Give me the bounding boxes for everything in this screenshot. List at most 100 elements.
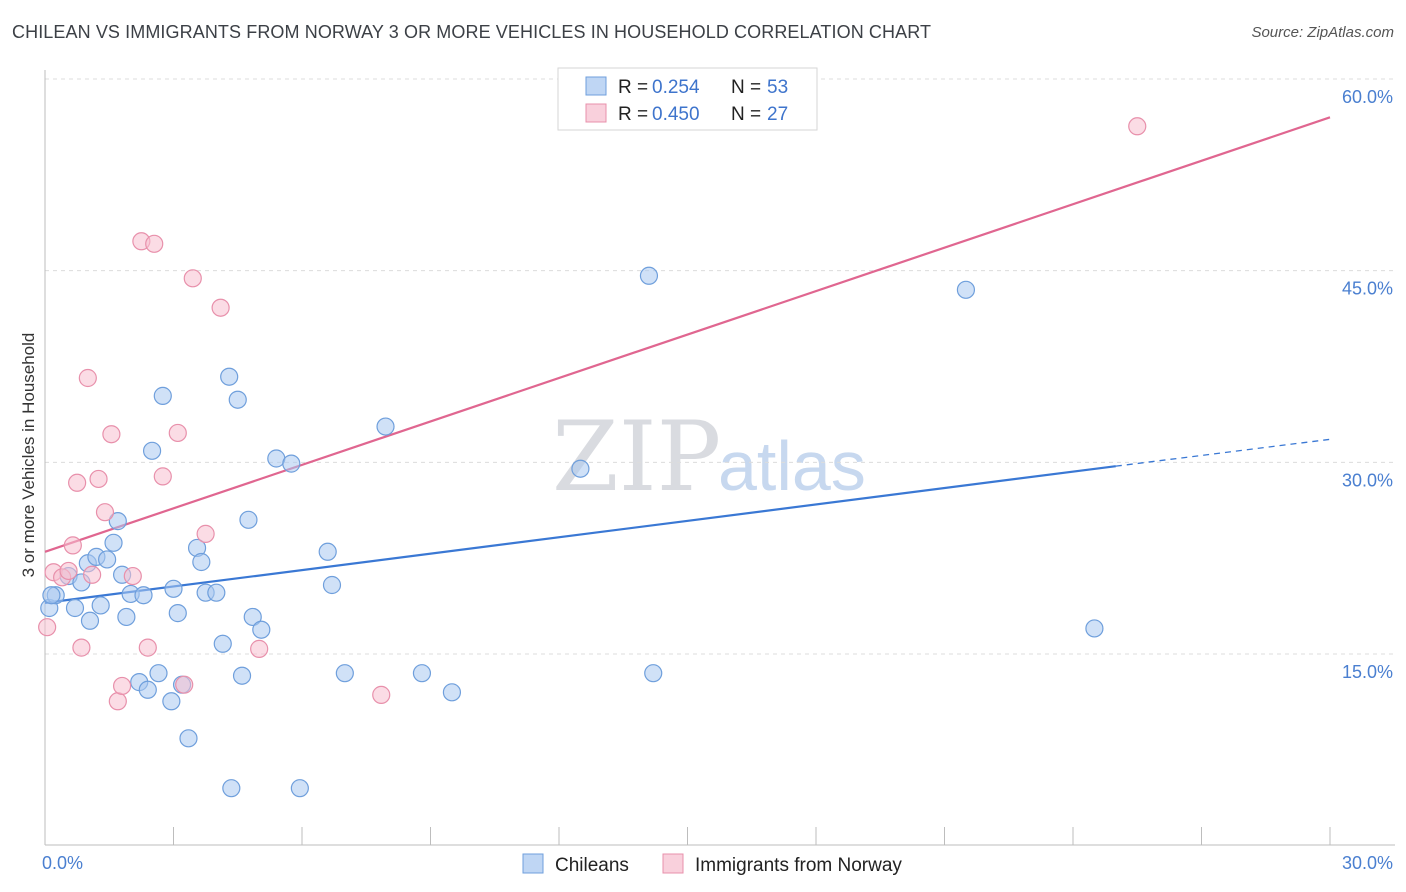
- norway-point: [372, 685, 391, 704]
- chileans-point: [222, 779, 241, 798]
- norway-point: [168, 423, 187, 443]
- legend-r-label-chileans: R =: [618, 77, 648, 98]
- chileans-point: [179, 729, 198, 748]
- norway-point: [196, 524, 215, 543]
- y-tick-labels: 15.0% 30.0% 45.0% 60.0%: [1342, 87, 1393, 682]
- chileans-point: [91, 596, 110, 615]
- norway-point: [175, 675, 194, 694]
- legend-top: R = 0.254 N = 53 R = 0.450 N = 27: [557, 67, 818, 131]
- x-tick-labels: 0.0% 30.0%: [42, 853, 1393, 873]
- x-tick-label: 30.0%: [1342, 853, 1393, 873]
- axes: [44, 70, 1395, 846]
- watermark-zip: ZIP: [552, 401, 721, 513]
- legend-swatch-norway: [585, 103, 607, 123]
- norway-point: [108, 692, 127, 711]
- norway-point: [89, 469, 108, 489]
- norway-point: [1128, 117, 1147, 136]
- chileans-point: [149, 664, 168, 683]
- y-axis-label: 3 or more Vehicles in Household: [19, 333, 38, 578]
- chileans-point: [153, 386, 172, 405]
- chileans-point: [318, 542, 337, 561]
- chileans-point: [220, 367, 239, 386]
- chileans-point: [142, 441, 162, 460]
- chileans-point: [252, 620, 271, 639]
- chileans-point: [232, 666, 252, 685]
- legend-bottom-label-chileans: Chileans: [555, 855, 629, 876]
- chileans-point: [956, 280, 976, 299]
- chileans-point: [134, 586, 153, 605]
- y-tick-label: 30.0%: [1342, 470, 1393, 490]
- norway-point: [59, 561, 78, 581]
- chileans-point: [65, 598, 85, 618]
- chileans-trendline-extension: [1115, 438, 1331, 467]
- norway-point: [102, 425, 121, 444]
- chileans-point: [282, 454, 301, 473]
- legend-r-label-norway: R =: [618, 104, 648, 125]
- norway-point: [83, 565, 102, 584]
- source-note: Source: ZipAtlas.com: [1251, 24, 1394, 41]
- chileans-point: [207, 583, 226, 602]
- legend-n-value-norway: 27: [767, 104, 788, 125]
- norway-point: [112, 676, 132, 696]
- y-tick-label: 45.0%: [1342, 279, 1393, 299]
- norway-point: [183, 269, 202, 288]
- chileans-point: [243, 607, 262, 627]
- norway-point: [68, 473, 87, 492]
- norway-point: [95, 503, 115, 522]
- chileans-point: [639, 266, 659, 285]
- chileans-point: [213, 634, 232, 653]
- norway-point: [138, 638, 157, 657]
- chileans-point: [104, 533, 123, 552]
- norway-point: [211, 298, 230, 317]
- chileans-point: [335, 664, 354, 683]
- norway-point: [38, 618, 57, 637]
- y-tick-label: 60.0%: [1342, 87, 1393, 107]
- norway-point: [123, 566, 142, 586]
- x-tick-label: 0.0%: [42, 853, 83, 873]
- chileans-point: [442, 683, 462, 702]
- chileans-point: [164, 579, 183, 598]
- chileans-point: [290, 779, 309, 798]
- y-tick-label: 15.0%: [1342, 662, 1393, 682]
- chileans-point: [80, 611, 100, 630]
- legend-r-value-chileans: 0.254: [652, 77, 700, 98]
- chileans-point: [644, 664, 663, 683]
- chileans-point: [42, 586, 61, 605]
- data-points: [38, 117, 1147, 798]
- legend-bottom-swatch-chileans: [522, 853, 544, 874]
- chileans-point: [192, 552, 211, 572]
- legend-swatch-chileans: [585, 76, 607, 96]
- chileans-point: [376, 417, 395, 436]
- legend-n-value-chileans: 53: [767, 77, 788, 98]
- legend-n-label-norway: N =: [731, 104, 761, 125]
- chileans-point: [322, 575, 342, 595]
- chileans-point: [168, 604, 187, 623]
- legend-r-value-norway: 0.450: [652, 104, 700, 125]
- legend-bottom-label-norway: Immigrants from Norway: [695, 855, 902, 876]
- norway-point: [145, 234, 164, 253]
- chileans-point: [117, 607, 136, 627]
- chileans-point: [1085, 619, 1104, 638]
- watermark-atlas: atlas: [718, 427, 866, 505]
- norway-trendline: [44, 116, 1331, 553]
- chileans-trendline: [44, 465, 1116, 604]
- chileans-point: [162, 692, 181, 711]
- norway-point: [63, 536, 82, 555]
- chileans-point: [98, 550, 117, 569]
- legend-bottom-swatch-norway: [662, 853, 684, 874]
- chileans-point: [228, 390, 247, 409]
- chileans-point: [239, 510, 258, 529]
- chileans-point: [571, 459, 590, 478]
- chileans-point: [412, 664, 432, 683]
- norway-point: [78, 368, 97, 388]
- norway-point: [72, 638, 91, 657]
- legend-n-label-chileans: N =: [731, 77, 761, 98]
- trendlines: [44, 116, 1331, 604]
- chart-title: CHILEAN VS IMMIGRANTS FROM NORWAY 3 OR M…: [12, 22, 932, 42]
- legend-bottom: Chileans Immigrants from Norway: [522, 853, 902, 876]
- chileans-point: [108, 512, 127, 531]
- norway-point: [153, 467, 172, 486]
- chileans-point: [138, 680, 157, 699]
- norway-point: [250, 639, 269, 658]
